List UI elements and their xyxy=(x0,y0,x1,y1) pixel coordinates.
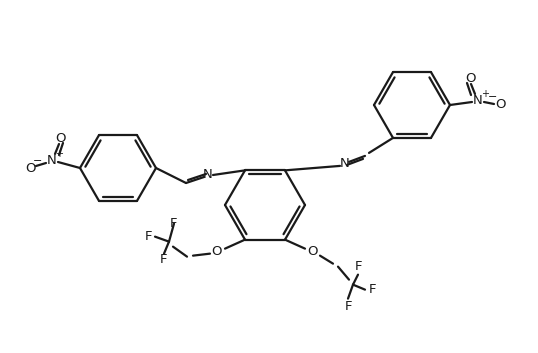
Text: N: N xyxy=(473,94,483,107)
Text: F: F xyxy=(369,283,377,296)
Text: N: N xyxy=(47,154,57,167)
Text: −: − xyxy=(33,156,43,166)
Text: N: N xyxy=(203,168,213,181)
Text: O: O xyxy=(495,98,505,112)
Text: +: + xyxy=(55,149,63,159)
Text: O: O xyxy=(308,245,318,258)
Text: O: O xyxy=(465,72,475,84)
Text: O: O xyxy=(212,245,222,258)
Text: +: + xyxy=(481,89,489,99)
Text: N: N xyxy=(340,157,350,170)
Text: −: − xyxy=(489,92,498,102)
Text: F: F xyxy=(145,230,153,243)
Text: F: F xyxy=(354,260,362,273)
Text: F: F xyxy=(344,300,352,313)
Text: F: F xyxy=(170,217,178,230)
Text: O: O xyxy=(55,132,65,144)
Text: O: O xyxy=(25,162,36,174)
Text: F: F xyxy=(160,253,168,266)
